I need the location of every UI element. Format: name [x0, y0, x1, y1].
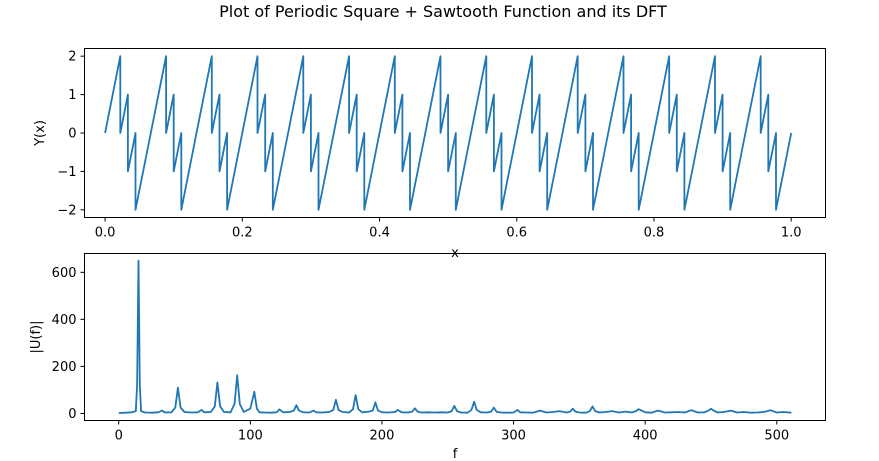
bottom-x-ticks: 0 100 200 300 400 500: [115, 420, 789, 444]
y-tick-label: −1: [57, 165, 76, 180]
y-tick-label: 600: [52, 266, 77, 281]
frequency-domain-plot: 600 400 200 0 0 100 200 300 400 500 |U(f)| f: [29, 253, 826, 461]
bottom-y-ticks: 600 400 200 0: [52, 266, 85, 422]
x-tick-label: 0: [115, 429, 123, 444]
x-tick-label: 100: [238, 429, 263, 444]
top-y-axis-label: Y(x): [33, 120, 48, 147]
x-tick-label: 0.2: [232, 226, 253, 241]
x-tick-label: 0.0: [95, 226, 116, 241]
top-y-ticks: 2 1 0 −1 −2: [57, 50, 85, 218]
top-series-line: [104, 55, 793, 211]
y-tick-label: 1: [68, 88, 76, 103]
y-tick-label: 0: [68, 127, 76, 142]
x-tick-label: 300: [501, 429, 526, 444]
y-tick-label: 2: [68, 50, 76, 65]
y-tick-label: −2: [57, 203, 76, 218]
time-domain-plot: 210−1−2 0.0 0.2 0.4 0.6 0.8 1.0 Y(x) x: [33, 48, 826, 261]
y-tick-label: 200: [52, 360, 77, 375]
x-tick-label: 0.6: [506, 226, 527, 241]
x-tick-label: 1.0: [781, 226, 802, 241]
bottom-series-line: [118, 259, 792, 414]
figure-title: Plot of Periodic Square + Sawtooth Funct…: [219, 2, 667, 21]
y-tick-label: 400: [52, 313, 77, 328]
bottom-y-axis-label: |U(f)|: [29, 321, 44, 354]
bottom-x-axis-label: f: [453, 447, 458, 461]
x-tick-label: 400: [633, 429, 658, 444]
top-x-ticks: 0.0 0.2 0.4 0.6 0.8 1.0: [95, 217, 802, 241]
bottom-plot-frame: [84, 253, 826, 421]
x-tick-label: 0.4: [369, 226, 390, 241]
y-tick-label: 0: [68, 407, 76, 422]
x-tick-label: 0.8: [644, 226, 665, 241]
x-tick-label: 200: [370, 429, 395, 444]
x-tick-label: 500: [764, 429, 789, 444]
